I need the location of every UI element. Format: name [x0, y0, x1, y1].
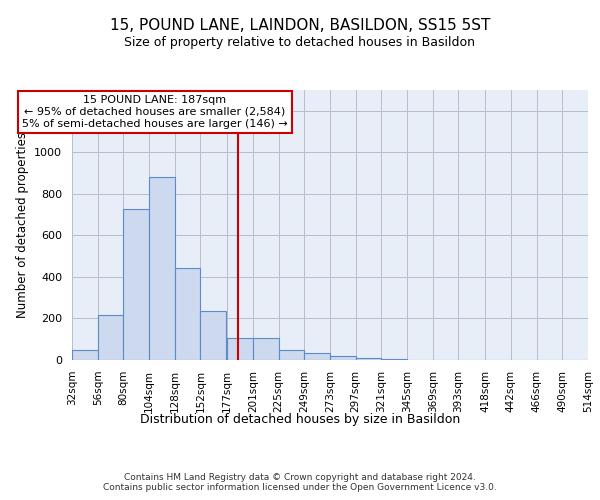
Bar [227, 338, 253, 360]
Bar [149, 177, 175, 360]
Bar [356, 358, 382, 360]
Bar [253, 338, 278, 360]
Bar [72, 350, 98, 360]
Text: 15 POUND LANE: 187sqm
← 95% of detached houses are smaller (2,584)
5% of semi-de: 15 POUND LANE: 187sqm ← 95% of detached … [22, 96, 288, 128]
Bar [382, 359, 407, 360]
Text: 15, POUND LANE, LAINDON, BASILDON, SS15 5ST: 15, POUND LANE, LAINDON, BASILDON, SS15 … [110, 18, 490, 32]
Bar [278, 350, 304, 360]
Bar [98, 316, 124, 360]
Text: Contains HM Land Registry data © Crown copyright and database right 2024.
Contai: Contains HM Land Registry data © Crown c… [103, 472, 497, 492]
Bar [304, 352, 330, 360]
Bar [330, 356, 356, 360]
Y-axis label: Number of detached properties: Number of detached properties [16, 132, 29, 318]
Bar [175, 268, 200, 360]
Text: Distribution of detached houses by size in Basildon: Distribution of detached houses by size … [140, 412, 460, 426]
Bar [200, 311, 226, 360]
Bar [124, 210, 149, 360]
Text: Size of property relative to detached houses in Basildon: Size of property relative to detached ho… [125, 36, 476, 49]
